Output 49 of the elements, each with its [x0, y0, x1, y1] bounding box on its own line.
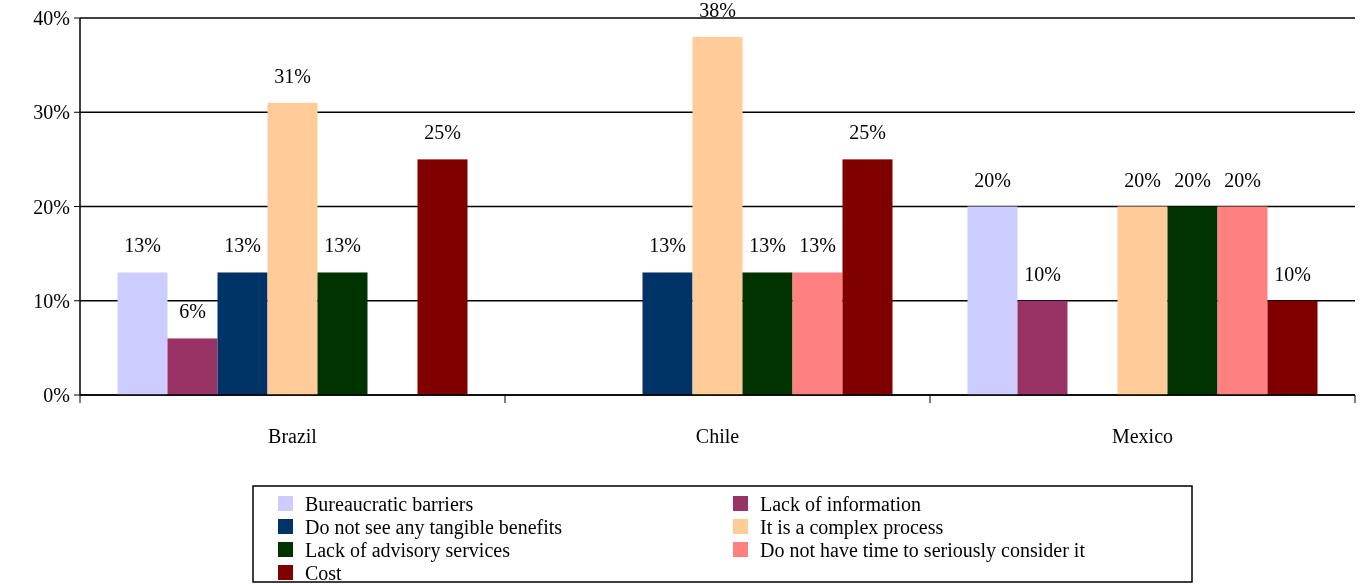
- data-label: 20%: [1224, 168, 1261, 191]
- y-tick-label: 30%: [33, 101, 70, 124]
- y-tick-label: 0%: [43, 384, 70, 406]
- x-tick-label: Mexico: [1111, 425, 1174, 447]
- y-tick-label: 40%: [33, 7, 70, 29]
- data-label: 10%: [1274, 262, 1311, 285]
- bar: [967, 206, 1018, 395]
- data-label: 31%: [274, 64, 311, 87]
- data-label: 6%: [179, 300, 206, 323]
- bar: [117, 272, 168, 395]
- bar: [742, 272, 793, 395]
- legend-label: Lack of advisory services: [305, 539, 511, 562]
- y-tick-label: 10%: [33, 289, 70, 312]
- data-label: 20%: [1124, 168, 1161, 191]
- bar: [267, 102, 318, 395]
- legend-label: Bureaucratic barriers: [305, 493, 474, 515]
- data-label: 20%: [974, 168, 1011, 191]
- legend-label: Lack of information: [760, 493, 922, 515]
- data-label: 13%: [224, 234, 261, 257]
- bar: [167, 338, 218, 395]
- bar: [1117, 206, 1168, 395]
- legend-label: It is a complex process: [760, 516, 944, 539]
- bar: [1267, 300, 1318, 395]
- bar: [217, 272, 268, 395]
- x-tick-label: Chile: [695, 425, 740, 447]
- bar: [1167, 206, 1218, 395]
- bar: [1217, 206, 1268, 395]
- bar: [842, 159, 893, 395]
- data-label: 10%: [1024, 262, 1061, 285]
- y-tick-label: 20%: [33, 195, 70, 218]
- data-label: 25%: [424, 121, 461, 144]
- legend-label: Do not have time to seriously consider it: [760, 539, 1086, 562]
- data-label: 20%: [1174, 168, 1211, 191]
- bar: [317, 272, 368, 395]
- bar: [792, 272, 843, 395]
- bar: [642, 272, 693, 395]
- data-label: 13%: [649, 234, 686, 257]
- data-label: 13%: [324, 234, 361, 257]
- data-label: 38%: [699, 0, 736, 21]
- x-tick-label: Brazil: [268, 425, 318, 447]
- data-label: 25%: [849, 121, 886, 144]
- legend-label: Cost: [305, 562, 343, 584]
- data-label: 13%: [124, 234, 161, 257]
- bar: [692, 36, 743, 395]
- data-label: 13%: [799, 234, 836, 257]
- bar: [1017, 300, 1068, 395]
- data-label: 13%: [749, 234, 786, 257]
- legend-label: Do not see any tangible benefits: [305, 516, 563, 539]
- bar: [417, 159, 468, 395]
